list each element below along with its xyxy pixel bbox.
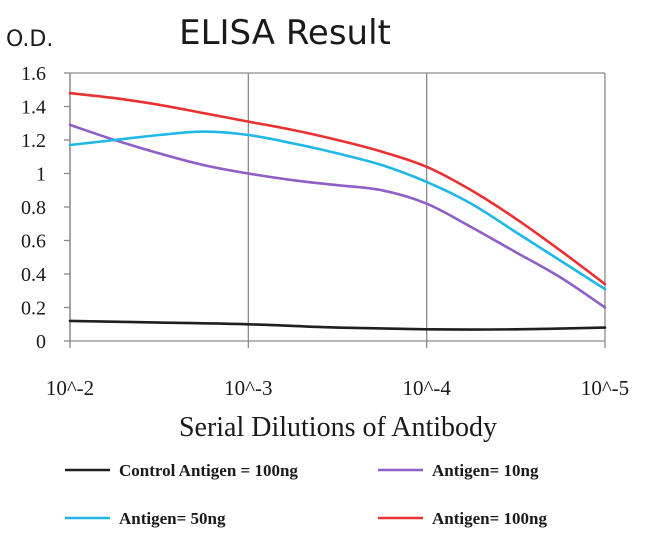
series-line-antigen-100ng [68,91,607,286]
x-tick-labels: 10^-2 10^-3 10^-4 10^-5 [46,376,629,400]
x-tick-label: 10^-4 [402,376,451,400]
series-line-antigen-10ng [68,123,607,309]
series-line-antigen-50ng [68,130,607,291]
legend-label-control-antigen-100ng: Control Antigen = 100ng [119,461,298,480]
x-tick-label: 10^-2 [46,376,94,400]
y-axis-label: O.D. [6,27,53,52]
y-tick-label: 0 [36,331,46,353]
y-tick-label: 0.2 [21,298,46,320]
legend-label-antigen-100ng: Antigen= 100ng [432,509,548,528]
legend-label-antigen-50ng: Antigen= 50ng [119,509,226,528]
y-tick-label: 1.4 [21,97,46,119]
axes [64,72,606,348]
legend: Control Antigen = 100ng Antigen= 10ng Anti… [65,461,548,528]
y-tick-label: 0.4 [21,264,46,286]
series-line-control-antigen-100ng [68,319,607,331]
y-tick-label: 1.2 [21,130,46,152]
y-tick-labels: 0 0.2 0.4 0.6 0.8 1 1.2 1.4 1.6 [21,63,46,353]
y-tick-label: 1 [36,164,46,186]
legend-label-antigen-10ng: Antigen= 10ng [432,461,539,480]
y-tick-label: 0.6 [21,231,46,253]
y-tick-label: 1.6 [21,63,46,85]
x-tick-label: 10^-5 [581,376,629,400]
chart-title: ELISA Result [179,13,391,53]
series-lines [68,91,607,331]
x-axis-label: Serial Dilutions of Antibody [179,412,497,443]
y-tick-label: 0.8 [21,197,46,219]
x-tick-label: 10^-3 [224,376,272,400]
